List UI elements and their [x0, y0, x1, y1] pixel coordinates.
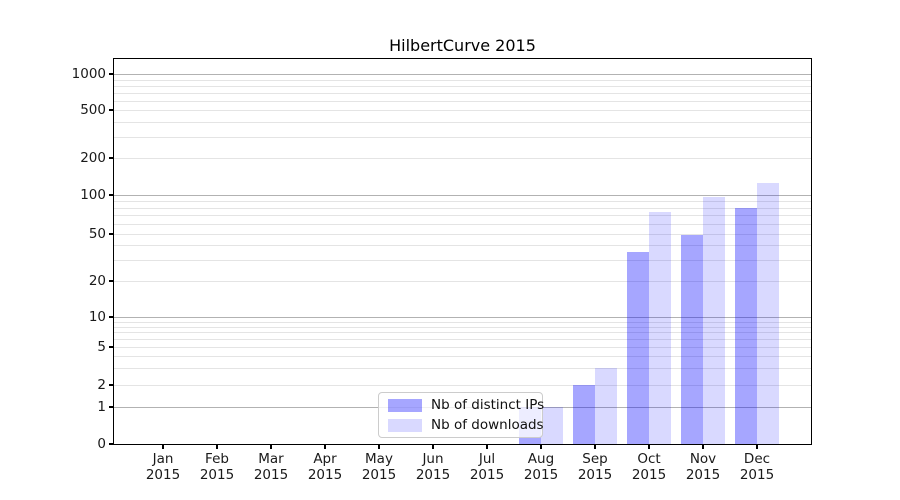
gridline-500: [114, 110, 811, 111]
bar-nb-of-downloads-aug: [541, 407, 563, 444]
x-tick-mark-oct: [648, 444, 650, 449]
x-tick-label-oct: Oct 2015: [631, 451, 667, 483]
y-tick-mark-1000: [108, 73, 114, 75]
x-tick-label-sep: Sep 2015: [577, 451, 613, 483]
gridline-70: [114, 215, 811, 217]
chart-title: HilbertCurve 2015: [389, 36, 536, 55]
legend-swatch-distinct-ips: [388, 398, 422, 412]
gridline-4: [114, 356, 811, 358]
x-tick-mark-may: [378, 444, 380, 449]
gridline-2: [114, 385, 811, 386]
y-tick-label-20: 20: [88, 273, 106, 289]
gridline-60: [114, 223, 811, 225]
bar-nb-of-downloads-oct: [649, 211, 671, 444]
y-tick-label-200: 200: [80, 150, 106, 166]
y-tick-mark-1: [108, 406, 114, 408]
gridline-900: [114, 79, 811, 81]
x-tick-mark-feb: [216, 444, 218, 449]
gridline-10: [114, 317, 811, 318]
y-tick-label-2: 2: [97, 377, 106, 393]
bar-nb-of-downloads-nov: [703, 197, 725, 444]
gridline-1000: [114, 74, 811, 75]
gridline-600: [114, 100, 811, 102]
y-tick-label-10: 10: [88, 309, 106, 325]
y-tick-mark-5: [108, 346, 114, 348]
x-tick-mark-jan: [162, 444, 164, 449]
gridline-90: [114, 200, 811, 202]
x-tick-mark-dec: [756, 444, 758, 449]
gridline-700: [114, 92, 811, 94]
gridline-30: [114, 260, 811, 262]
y-tick-mark-100: [108, 194, 114, 196]
bar-nb-of-distinct-ips-sep: [573, 385, 595, 444]
y-tick-mark-500: [108, 109, 114, 111]
x-tick-mark-nov: [702, 444, 704, 449]
y-tick-label-1: 1: [97, 399, 106, 415]
spine-bottom: [113, 444, 812, 446]
y-tick-label-500: 500: [80, 102, 106, 118]
gridline-6: [114, 339, 811, 341]
bar-nb-of-distinct-ips-nov: [681, 235, 703, 444]
bar-nb-of-distinct-ips-oct: [627, 252, 649, 444]
x-tick-label-feb: Feb 2015: [199, 451, 235, 483]
x-tick-mark-aug: [540, 444, 542, 449]
legend-item-distinct-ips: Nb of distinct IPs: [388, 397, 544, 413]
y-tick-mark-2: [108, 384, 114, 386]
gridline-7: [114, 332, 811, 334]
gridline-800: [114, 85, 811, 87]
x-tick-label-jan: Jan 2015: [145, 451, 181, 483]
x-tick-label-mar: Mar 2015: [253, 451, 289, 483]
x-tick-mark-mar: [270, 444, 272, 449]
gridline-200: [114, 158, 811, 159]
legend-swatch-downloads: [388, 418, 422, 432]
y-tick-mark-10: [108, 316, 114, 318]
bar-nb-of-downloads-dec: [757, 183, 779, 444]
x-tick-label-aug: Aug 2015: [523, 451, 559, 483]
y-tick-label-50: 50: [88, 226, 106, 242]
legend-label-downloads: Nb of downloads: [431, 417, 544, 433]
x-tick-label-dec: Dec 2015: [739, 451, 775, 483]
gridline-20: [114, 281, 811, 282]
gridline-3: [114, 368, 811, 370]
gridline-40: [114, 245, 811, 247]
bar-nb-of-downloads-sep: [595, 368, 617, 444]
x-tick-label-nov: Nov 2015: [685, 451, 721, 483]
y-tick-label-1000: 1000: [71, 66, 106, 82]
y-tick-label-0: 0: [97, 436, 106, 452]
y-tick-mark-20: [108, 280, 114, 282]
x-tick-label-may: May 2015: [361, 451, 397, 483]
x-tick-label-jul: Jul 2015: [469, 451, 505, 483]
gridline-300: [114, 136, 811, 138]
x-tick-mark-sep: [594, 444, 596, 449]
gridline-50: [114, 234, 811, 235]
x-tick-label-apr: Apr 2015: [307, 451, 343, 483]
gridline-80: [114, 207, 811, 209]
y-tick-mark-50: [108, 233, 114, 235]
gridline-8: [114, 326, 811, 328]
legend: Nb of distinct IPs Nb of downloads: [378, 392, 544, 438]
legend-label-distinct-ips: Nb of distinct IPs: [431, 397, 545, 413]
bar-nb-of-distinct-ips-dec: [735, 207, 757, 444]
plot-area: [112, 57, 813, 446]
gridline-9: [114, 321, 811, 323]
spine-right: [810, 58, 813, 445]
gridline-100: [114, 195, 811, 196]
y-tick-label-5: 5: [97, 339, 106, 355]
x-tick-mark-jul: [486, 444, 488, 449]
x-tick-mark-jun: [432, 444, 434, 449]
y-tick-mark-200: [108, 157, 114, 159]
legend-item-downloads: Nb of downloads: [388, 417, 544, 433]
gridline-400: [114, 121, 811, 123]
gridline-5: [114, 347, 811, 348]
x-tick-label-jun: Jun 2015: [415, 451, 451, 483]
x-tick-mark-apr: [324, 444, 326, 449]
spine-top: [113, 57, 812, 60]
spine-left: [112, 58, 115, 445]
y-tick-mark-0: [108, 443, 114, 445]
y-tick-label-100: 100: [80, 187, 106, 203]
